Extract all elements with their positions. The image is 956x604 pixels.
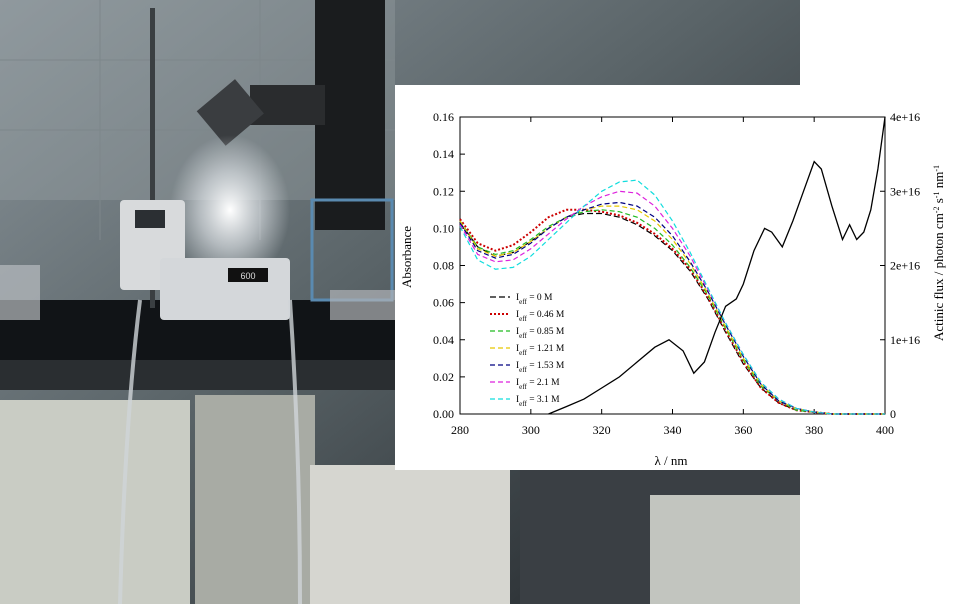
x-tick-label: 320 bbox=[593, 423, 611, 437]
y2-tick-label: 3e+16 bbox=[890, 184, 920, 198]
y2-axis-title: Actinic flux / photon cm-2 s-1 nm-1 bbox=[931, 165, 946, 341]
y-tick-label: 0.06 bbox=[433, 296, 454, 310]
series-line-3 bbox=[459, 205, 885, 415]
retort-stand bbox=[150, 8, 155, 308]
y-tick-label: 0.14 bbox=[433, 147, 454, 161]
legend-label-4: Ieff = 1.53 M bbox=[516, 361, 565, 374]
water-bath bbox=[310, 465, 510, 604]
lamp-lens-tube bbox=[250, 85, 325, 125]
absorbance-chart-panel: 280 300 320 340 360 380 400 0.00 0.02 0.04 0.06 0.0… bbox=[395, 85, 956, 470]
legend-label-2: Ieff = 0.85 M bbox=[516, 327, 565, 340]
series-line-2 bbox=[459, 209, 885, 415]
x-tick-label: 300 bbox=[522, 423, 540, 437]
legend-label-3: Ieff = 1.21 M bbox=[516, 344, 565, 357]
legend-label-1: Ieff = 0.46 M bbox=[516, 310, 565, 323]
y-tick-label: 0.04 bbox=[433, 333, 454, 347]
foil-wrapped-item-2 bbox=[330, 290, 395, 320]
stirrer-display-value: 600 bbox=[240, 271, 255, 281]
y-tick-label: 0.02 bbox=[433, 370, 454, 384]
absorbance-chart: 280 300 320 340 360 380 400 0.00 0.02 0.04 0.06 0.0… bbox=[399, 110, 946, 468]
actinic-flux-line bbox=[548, 116, 886, 415]
y2-tick-label: 0 bbox=[890, 407, 896, 421]
y-tick-label: 0.00 bbox=[433, 407, 454, 421]
y-tick-label: 0.16 bbox=[433, 110, 454, 124]
series-line-6 bbox=[459, 179, 885, 415]
y2-tick-label: 2e+16 bbox=[890, 259, 920, 273]
y2-tick-label: 1e+16 bbox=[890, 333, 920, 347]
y-tick-label: 0.10 bbox=[433, 221, 454, 235]
y-tick-label: 0.12 bbox=[433, 184, 454, 198]
y2-tick-label: 4e+16 bbox=[890, 110, 920, 124]
tubing-1 bbox=[118, 299, 142, 604]
legend-label-5: Ieff = 2.1 M bbox=[516, 378, 560, 391]
pump-display bbox=[135, 210, 165, 228]
mirror-housing bbox=[196, 79, 264, 146]
tubing-2 bbox=[288, 299, 302, 604]
stirrer-display bbox=[228, 268, 268, 282]
x-axis-title: λ / nm bbox=[654, 453, 687, 468]
stirrer-controller bbox=[160, 258, 290, 320]
lamp-housing bbox=[315, 0, 385, 230]
x-tick-label: 400 bbox=[876, 423, 894, 437]
legend-label-6: Ieff = 3.1 M bbox=[516, 395, 560, 408]
foil-wrapped-item bbox=[0, 265, 40, 320]
x-tick-label: 340 bbox=[664, 423, 682, 437]
x-tick-label: 380 bbox=[805, 423, 823, 437]
uv-light-glow bbox=[170, 135, 290, 285]
x-tick-label: 280 bbox=[451, 423, 469, 437]
cabinet-right bbox=[650, 495, 800, 604]
y-axis-title: Absorbance bbox=[399, 226, 414, 288]
x-tick-label: 360 bbox=[734, 423, 752, 437]
y-tick-label: 0.08 bbox=[433, 259, 454, 273]
series-line-1 bbox=[459, 208, 885, 415]
legend-label-0: Ieff = 0 M bbox=[516, 293, 553, 306]
cabinet-left bbox=[0, 400, 190, 604]
